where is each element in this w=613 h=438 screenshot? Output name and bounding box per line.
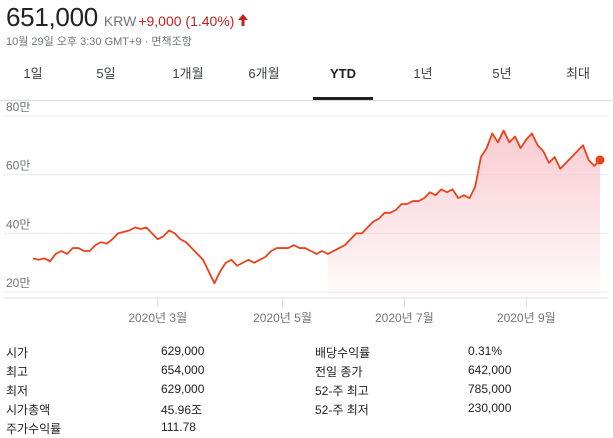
stat-label: 52-주 최고 [315,384,369,398]
stat-row: 52-주 최고 785,000 [315,382,613,399]
stat-row: 전일 종가 642,000 [315,363,613,380]
x-tick-label-3: 2020년 9월 [497,311,556,325]
stat-label: 주가수익률 [6,422,62,436]
x-tick-label-2: 2020년 7월 [375,311,434,325]
stat-row: 최고 654,000 [6,363,306,380]
stat-value: 642,000 [468,363,512,377]
stat-row: 배당수익률 0.31% [315,344,613,361]
current-price-dot [595,155,605,165]
tab-2[interactable]: 1개월 [172,66,204,81]
tab-5[interactable]: 1년 [413,66,433,81]
stat-value: 654,000 [161,363,205,377]
tab-7[interactable]: 최대 [566,66,590,81]
tab-0[interactable]: 1일 [23,66,43,81]
arrow-up-icon [238,14,249,26]
quote-header: 651,000 KRW +9,000 (1.40%) [6,2,606,32]
stat-label: 시가 [6,346,29,360]
tab-6[interactable]: 5년 [492,66,512,81]
stock-price: 651,000 [6,2,98,32]
area-fill [327,130,600,298]
stat-label: 배당수익률 [315,346,371,360]
y-tick-label-0: 20만 [6,276,30,290]
stat-label: 52-주 최저 [315,403,369,417]
stat-value: 0.31% [468,344,503,358]
price-chart[interactable]: 20만 40만 60만 80만 2020년 3월 2020년 5월 2020년 7월 2020… [0,102,613,330]
stat-row: 주가수익률 111.78 [6,420,306,437]
stat-value: 785,000 [468,382,512,396]
stat-row: 시가 629,000 [6,344,306,361]
stat-label: 최고 [6,365,29,379]
stat-label: 시가총액 [6,403,51,417]
stat-value: 111.78 [161,420,196,434]
quote-timestamp[interactable]: 10월 29일 오후 3:30 GMT+9 · 면책조항 [6,36,192,48]
stat-value: 230,000 [468,401,512,415]
x-tick-label-0: 2020년 3월 [128,311,187,325]
y-tick-label-3: 80만 [6,102,30,114]
stat-row: 시가총액 45.96조 [6,401,306,418]
y-tick-label-1: 40만 [6,217,30,231]
stat-label: 전일 종가 [315,365,363,379]
y-tick-label-2: 60만 [6,159,30,173]
price-line [32,129,601,285]
currency-label: KRW [103,13,137,29]
tab-4[interactable]: YTD [313,60,373,100]
stat-value: 629,000 [161,382,205,396]
tabs-divider [0,100,613,101]
stat-value: 45.96조 [161,403,203,417]
tab-1[interactable]: 5일 [96,66,116,81]
price-change: +9,000 (1.40%) [138,13,235,29]
tab-3[interactable]: 6개월 [248,66,280,81]
stat-label: 최저 [6,384,29,398]
stat-value: 629,000 [161,344,205,358]
stat-row: 52-주 최저 230,000 [315,401,613,418]
x-tick-label-1: 2020년 5월 [253,311,312,325]
stat-row: 최저 629,000 [6,382,306,399]
range-tabs: 1일 5일 1개월 6개월 YTD 1년 5년 최대 [0,60,613,100]
